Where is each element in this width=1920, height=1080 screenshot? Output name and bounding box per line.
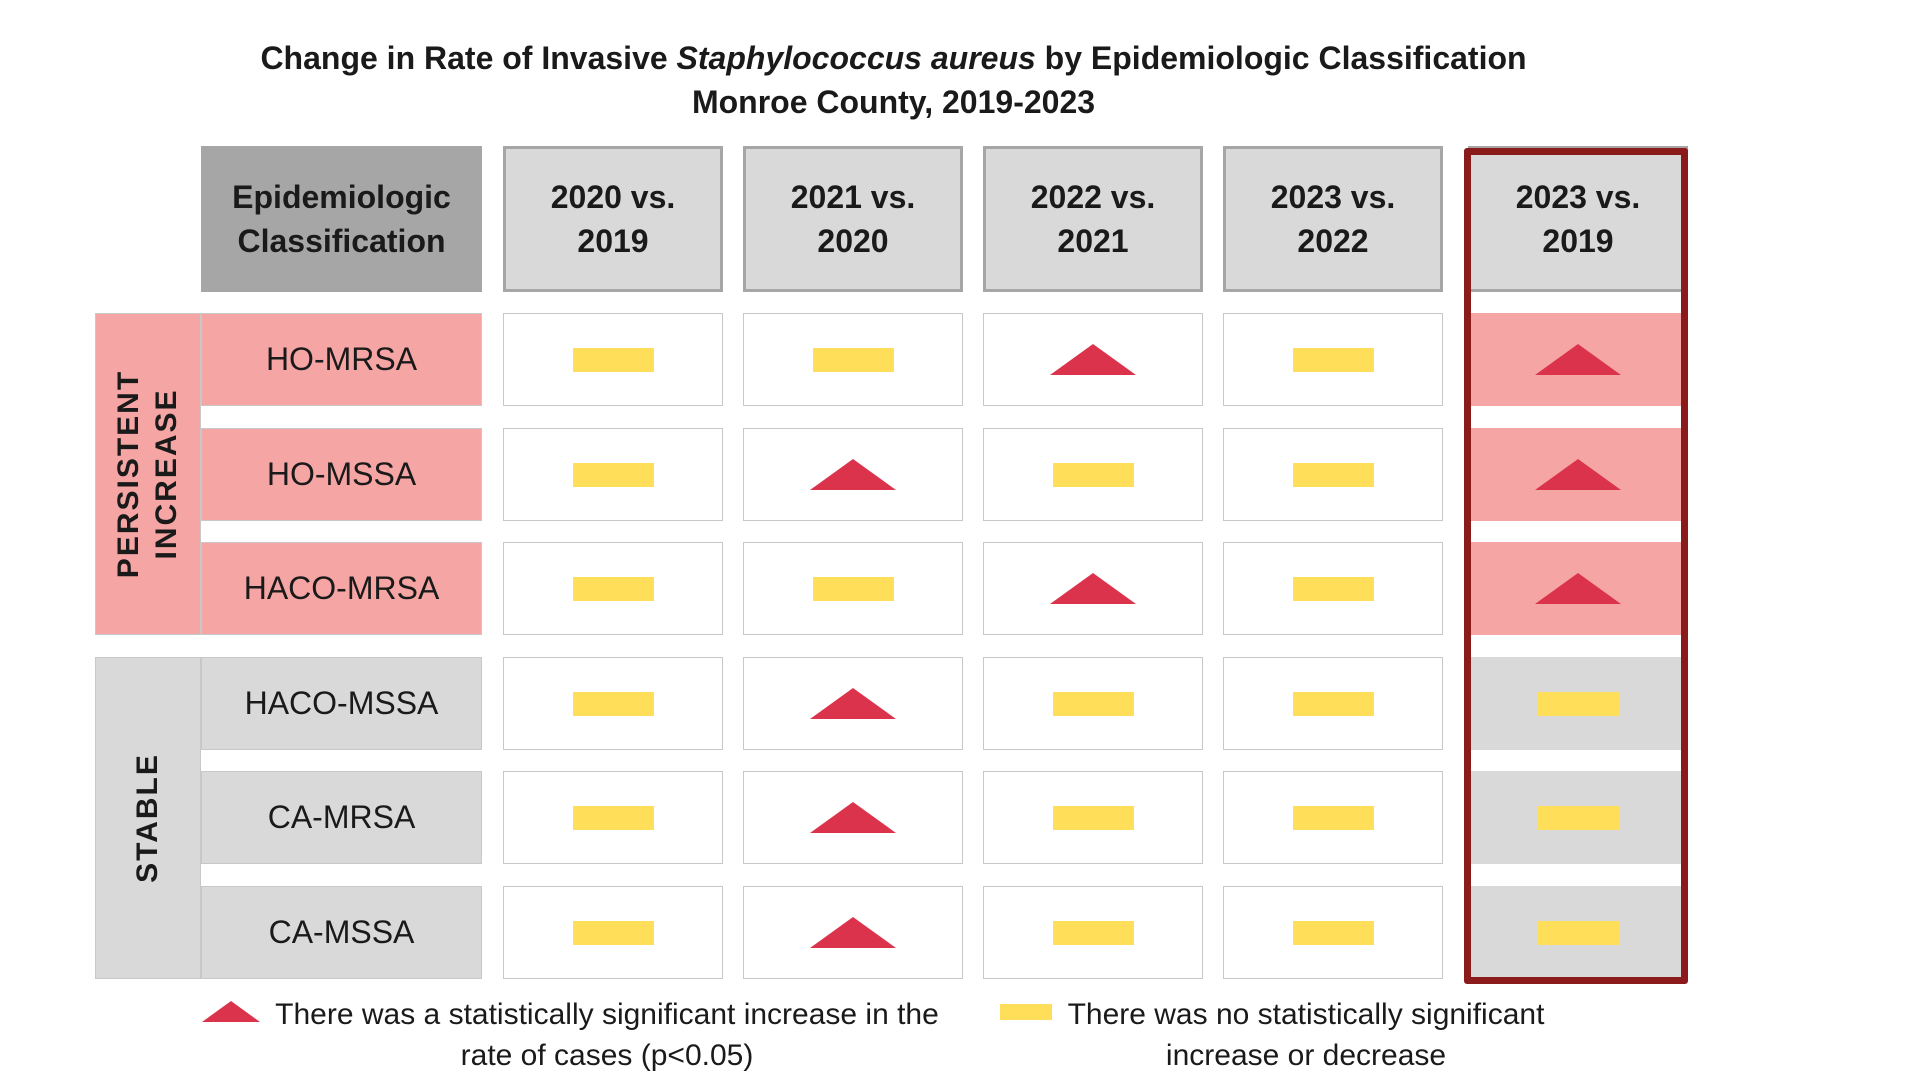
yellow-dash-icon (1052, 691, 1134, 716)
yellow-dash-icon (1052, 920, 1134, 945)
legend-text: There was no statistically significant i… (1067, 998, 1545, 1072)
corner-header: Epidemiologic Classification (201, 146, 482, 292)
red-up-triangle-icon (810, 459, 896, 490)
yellow-dash-icon (1292, 805, 1374, 830)
table-cell (503, 428, 723, 521)
row-label: HO-MRSA (201, 313, 482, 406)
column-header-1: 2021 vs. 2020 (743, 146, 963, 292)
legend-red-up-triangle-icon (202, 1001, 260, 1022)
table-cell (983, 771, 1203, 864)
table-cell (983, 657, 1203, 750)
table-cell (1223, 771, 1443, 864)
yellow-dash-icon (812, 576, 894, 601)
table-cell (1468, 657, 1688, 750)
table-cell (1223, 313, 1443, 406)
table-cell (1223, 542, 1443, 635)
row-label: CA-MSSA (201, 886, 482, 979)
yellow-dash-icon (1537, 691, 1619, 716)
yellow-dash-icon (572, 691, 654, 716)
table-cell (983, 886, 1203, 979)
yellow-dash-icon (1052, 462, 1134, 487)
column-header-3: 2023 vs. 2022 (1223, 146, 1443, 292)
red-up-triangle-icon (1535, 573, 1621, 604)
yellow-dash-icon (572, 920, 654, 945)
column-header-2: 2022 vs. 2021 (983, 146, 1203, 292)
table-cell (1223, 428, 1443, 521)
yellow-dash-icon (1292, 462, 1374, 487)
chart-subtitle: Monroe County, 2019-2023 (691, 84, 1096, 120)
row-label: HACO-MSSA (201, 657, 482, 750)
yellow-dash-icon (1292, 920, 1374, 945)
table-cell (503, 542, 723, 635)
table-cell (503, 657, 723, 750)
group-label-1: STABLE (95, 657, 201, 979)
table-cell (983, 313, 1203, 406)
row-label: CA-MRSA (201, 771, 482, 864)
yellow-dash-icon (572, 462, 654, 487)
table-cell (1223, 886, 1443, 979)
red-up-triangle-icon (1535, 344, 1621, 375)
table-cell (743, 657, 963, 750)
table-cell (743, 886, 963, 979)
row-label: HO-MSSA (201, 428, 482, 521)
yellow-dash-icon (1292, 347, 1374, 372)
table-cell (503, 313, 723, 406)
column-header-4: 2023 vs. 2019 (1468, 146, 1688, 292)
yellow-dash-icon (1292, 576, 1374, 601)
table-cell (1468, 771, 1688, 864)
group-label-text: STABLE (131, 753, 164, 883)
table-cell (983, 428, 1203, 521)
table-cell (1468, 886, 1688, 979)
group-label-0: PERSISTENT INCREASE (95, 313, 201, 635)
title-italic-organism: Staphylococcus aureus (676, 40, 1036, 76)
red-up-triangle-icon (1050, 573, 1136, 604)
yellow-dash-icon (572, 347, 654, 372)
yellow-dash-icon (572, 576, 654, 601)
yellow-dash-icon (1052, 805, 1134, 830)
table-cell (743, 771, 963, 864)
red-up-triangle-icon (810, 688, 896, 719)
title-suffix: by Epidemiologic Classification (1035, 40, 1527, 76)
group-label-text: PERSISTENT INCREASE (112, 369, 183, 579)
yellow-dash-icon (1537, 805, 1619, 830)
yellow-dash-icon (812, 347, 894, 372)
table-cell (743, 428, 963, 521)
table-cell (503, 886, 723, 979)
table-cell (1223, 657, 1443, 750)
table-cell (743, 542, 963, 635)
title-prefix: Change in Rate of Invasive (260, 40, 677, 76)
yellow-dash-icon (1537, 920, 1619, 945)
yellow-dash-icon (1292, 691, 1374, 716)
yellow-dash-icon (572, 805, 654, 830)
table-cell (743, 313, 963, 406)
table-cell (983, 542, 1203, 635)
red-up-triangle-icon (810, 917, 896, 948)
chart-title: Change in Rate of Invasive Staphylococcu… (0, 36, 1787, 80)
legend-yellow-dash-icon (1000, 1004, 1052, 1020)
red-up-triangle-icon (1535, 459, 1621, 490)
red-up-triangle-icon (810, 802, 896, 833)
red-up-triangle-icon (1050, 344, 1136, 375)
table-cell (1468, 428, 1688, 521)
column-header-0: 2020 vs. 2019 (503, 146, 723, 292)
table-cell (1468, 313, 1688, 406)
row-label: HACO-MRSA (201, 542, 482, 635)
table-cell (503, 771, 723, 864)
table-cell (1468, 542, 1688, 635)
legend-text: There was a statistically significant in… (275, 998, 939, 1072)
